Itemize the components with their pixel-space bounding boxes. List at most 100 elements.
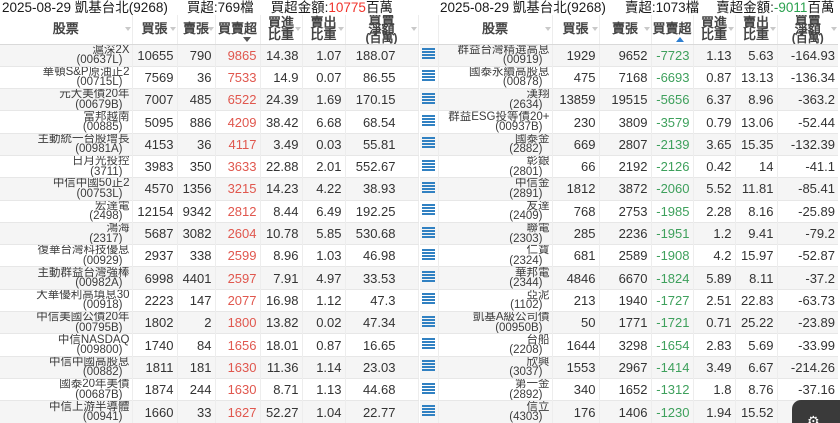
stock-name[interactable]: 群益ESG投等債20+	[448, 110, 550, 123]
column-header-buy[interactable]: 買張	[551, 15, 599, 45]
stock-name[interactable]: 滬深2X	[92, 44, 130, 56]
row-list-icon[interactable]	[422, 92, 435, 104]
stock-name[interactable]: 中信金	[515, 177, 550, 190]
column-header-sell_pct[interactable]: 賣出 比重	[301, 15, 345, 45]
stock-row[interactable]: 中信NASDAQ (009800) 1740 84 1656 18.01 0.87 16.65	[0, 333, 418, 357]
row-list-icon[interactable]	[422, 48, 435, 60]
stock-name[interactable]: 國泰20年美債	[59, 378, 130, 391]
row-list-icon[interactable]	[422, 271, 435, 283]
row-list-icon[interactable]	[422, 204, 435, 216]
stock-row[interactable]: 中信中國50正2 (00753L) 4570 1356 3215 14.23 4.22 38.…	[0, 177, 418, 201]
stock-row[interactable]: 鴻海 (2317) 5687 3082 2604 10.78 5.85 530.68	[0, 221, 418, 245]
row-list-icon[interactable]	[422, 338, 435, 349]
stock-row[interactable]: 群益台灣精選高息 (00919) 1929 9652 -7723 1.13 5.63 -164…	[420, 43, 838, 67]
stock-name[interactable]: 華邦電	[515, 266, 550, 279]
stock-name[interactable]: 鴻海	[106, 222, 130, 235]
stock-row[interactable]: 漢翔 (2634) 13859 19515 -5656 6.37 8.96 -363.2	[420, 88, 838, 111]
stock-row[interactable]: 富邦越南 (00885) 5095 886 4209 38.42 6.68 68.54	[0, 110, 418, 134]
stock-row[interactable]: 凱基A級公司債 (00950B) 50 1771 -1721 0.71 25.22 -23.8…	[420, 311, 838, 334]
stock-name[interactable]: 國泰永續高股息	[469, 66, 550, 78]
stock-row[interactable]: 台船 (2208) 1644 3298 -1654 2.83 5.69 -33.99	[420, 333, 838, 357]
stock-name[interactable]: 友達	[526, 200, 550, 212]
stock-row[interactable]: 第一金 (2892) 340 1652 -1312 1.8 8.76 -37.16	[420, 377, 838, 401]
column-header-buy[interactable]: 買張	[131, 15, 177, 45]
stock-row[interactable]: 復華台灣科技優息 (00929) 2937 338 2599 8.96 1.03 46.98	[0, 244, 418, 267]
stock-name[interactable]: 華頓S&P原油正2	[42, 66, 130, 78]
stock-row[interactable]: 日月光投控 (3711) 3983 350 3633 22.88 2.01 552.67	[0, 154, 418, 178]
stock-name[interactable]: 復華台灣科技優息	[37, 244, 130, 257]
stock-name[interactable]: 台船	[526, 333, 550, 346]
stock-row[interactable]: 華邦電 (2344) 4846 6670 -1824 5.89 8.11 -37.2	[420, 266, 838, 290]
stock-row[interactable]: 群益ESG投等債20+ (00937B) 230 3809 -3579 0.79 13.06…	[420, 110, 838, 134]
column-header-buy_pct[interactable]: 買進 比重	[259, 15, 302, 45]
stock-row[interactable]: 元大美債20年 (00679B) 7007 485 6522 24.39 1.69 170.1…	[0, 88, 418, 111]
column-header-stock[interactable]: 股票	[0, 15, 132, 45]
stock-name[interactable]: 宏達電	[95, 200, 130, 212]
row-list-icon[interactable]	[422, 70, 435, 82]
stock-row[interactable]: 主動群益台灣強棒 (00982A) 6998 4401 2597 7.91 4.97 33.5…	[0, 266, 418, 290]
stock-name[interactable]: 元大美債20年	[59, 88, 130, 101]
stock-name[interactable]: 國泰金	[515, 133, 550, 145]
stock-row[interactable]: 華頓S&P原油正2 (00715L) 7569 36 7533 14.9 0.07 86.55	[0, 65, 418, 89]
stock-row[interactable]: 滬深2X (00637L) 10655 790 9865 14.38 1.07 188.07	[0, 43, 418, 67]
stock-row[interactable]: 大華優利高填息30 (00918) 2223 147 2077 16.98 1.12 47.3	[0, 288, 418, 312]
stock-name[interactable]: 凱基A級公司債	[472, 311, 550, 324]
stock-name[interactable]: 主動群益台灣強棒	[37, 266, 130, 279]
stock-name[interactable]: 大華優利高填息30	[36, 289, 130, 301]
stock-name[interactable]: 聯電	[526, 222, 550, 235]
row-list-icon[interactable]	[422, 315, 435, 327]
column-header-net[interactable]: 買賣超	[650, 15, 693, 45]
stock-row[interactable]: 亞泥 (1102) 213 1940 -1727 2.51 22.83 -63.73	[420, 288, 838, 312]
stock-name[interactable]: 亞泥	[526, 289, 550, 301]
row-list-icon[interactable]	[422, 137, 435, 149]
row-list-icon[interactable]	[422, 181, 435, 193]
row-list-icon[interactable]	[422, 293, 435, 305]
stock-row[interactable]: 欣興 (3037) 1553 2967 -1414 3.49 6.67 -214.26	[420, 355, 838, 379]
stock-row[interactable]: 中信上游半導體 (00941) 1660 33 1627 52.27 1.04 22.77	[0, 400, 418, 423]
stock-row[interactable]: 聯電 (2303) 285 2236 -1951 1.2 9.41 -79.2	[420, 221, 838, 245]
column-header-net[interactable]: 買賣超	[214, 15, 260, 45]
stock-name[interactable]: 欣興	[526, 356, 550, 368]
stock-row[interactable]: 國泰20年美債 (00687B) 1874 244 1630 8.71 1.13 44.68	[0, 377, 418, 401]
column-header-sell_pct[interactable]: 賣出 比重	[734, 15, 777, 45]
column-header-amount[interactable]: 買賣 淨額 (百萬)	[776, 15, 838, 45]
row-list-icon[interactable]	[422, 159, 435, 171]
stock-row[interactable]: 中信美國公債20年 (00795B) 1802 2 1800 13.82 0.02 47.34	[0, 311, 418, 334]
column-header-amount[interactable]: 買賣 淨額 (百萬)	[344, 15, 418, 45]
stock-row[interactable]: 仁寶 (2324) 681 2589 -1908 4.2 15.97 -52.87	[420, 244, 838, 267]
row-list-icon[interactable]	[422, 405, 435, 417]
column-header-stock[interactable]: 股票	[437, 15, 552, 45]
row-list-icon[interactable]	[422, 115, 435, 127]
stock-row[interactable]: 友達 (2409) 768 2753 -1985 2.28 8.16 -25.89	[420, 199, 838, 223]
row-list-icon[interactable]	[422, 226, 435, 238]
stock-row[interactable]: 宏達電 (2498) 12154 9342 2812 8.44 6.49 192.25	[0, 199, 418, 223]
row-list-icon[interactable]	[422, 382, 435, 394]
stock-name[interactable]: 第一金	[515, 378, 550, 391]
stock-row[interactable]: 主動統一台股增長 (00981A) 4153 36 4117 3.49 0.03 55.81	[0, 132, 418, 156]
column-header-buy_pct[interactable]: 買進 比重	[692, 15, 735, 45]
stock-name[interactable]: 主動統一台股增長	[37, 133, 130, 145]
stock-row[interactable]: 國泰金 (2882) 669 2807 -2139 3.65 15.35 -132.39	[420, 132, 838, 156]
stock-row[interactable]: 彰銀 (2801) 66 2192 -2126 0.42 14 -41.1	[420, 154, 838, 178]
stock-name[interactable]: 日月光投控	[72, 155, 130, 168]
stock-row[interactable]: 國泰永續高股息 (00878) 475 7168 -6693 0.87 13.13 -136.…	[420, 65, 838, 89]
column-header-sell[interactable]: 賣張	[176, 15, 215, 45]
row-list-icon[interactable]	[422, 360, 435, 372]
stock-name[interactable]: 中信NASDAQ	[57, 333, 130, 346]
stock-row[interactable]: 中信金 (2891) 1812 3872 -2060 5.52 11.81 -85.41	[420, 177, 838, 201]
stock-name[interactable]: 彰銀	[526, 155, 550, 168]
stock-name[interactable]: 中信美國公債20年	[36, 311, 130, 324]
stock-name[interactable]: 群益台灣精選高息	[457, 44, 550, 56]
stock-name[interactable]: 漢翔	[526, 88, 550, 101]
stock-name[interactable]: 仁寶	[526, 244, 550, 257]
column-header-sell[interactable]: 賣張	[598, 15, 651, 45]
stock-name[interactable]: 中信中國高股息	[49, 356, 130, 368]
floating-action-button[interactable]: ⚙	[792, 400, 840, 423]
stock-row[interactable]: 中信中國高股息 (00882) 1811 181 1630 11.36 1.14 23.03	[0, 355, 418, 379]
stock-name[interactable]: 信立	[526, 400, 550, 413]
stock-name[interactable]: 中信中國50正2	[52, 177, 130, 190]
stock-name[interactable]: 中信上游半導體	[49, 400, 130, 413]
row-list-icon[interactable]	[422, 248, 435, 260]
stock-name[interactable]: 富邦越南	[83, 110, 130, 123]
